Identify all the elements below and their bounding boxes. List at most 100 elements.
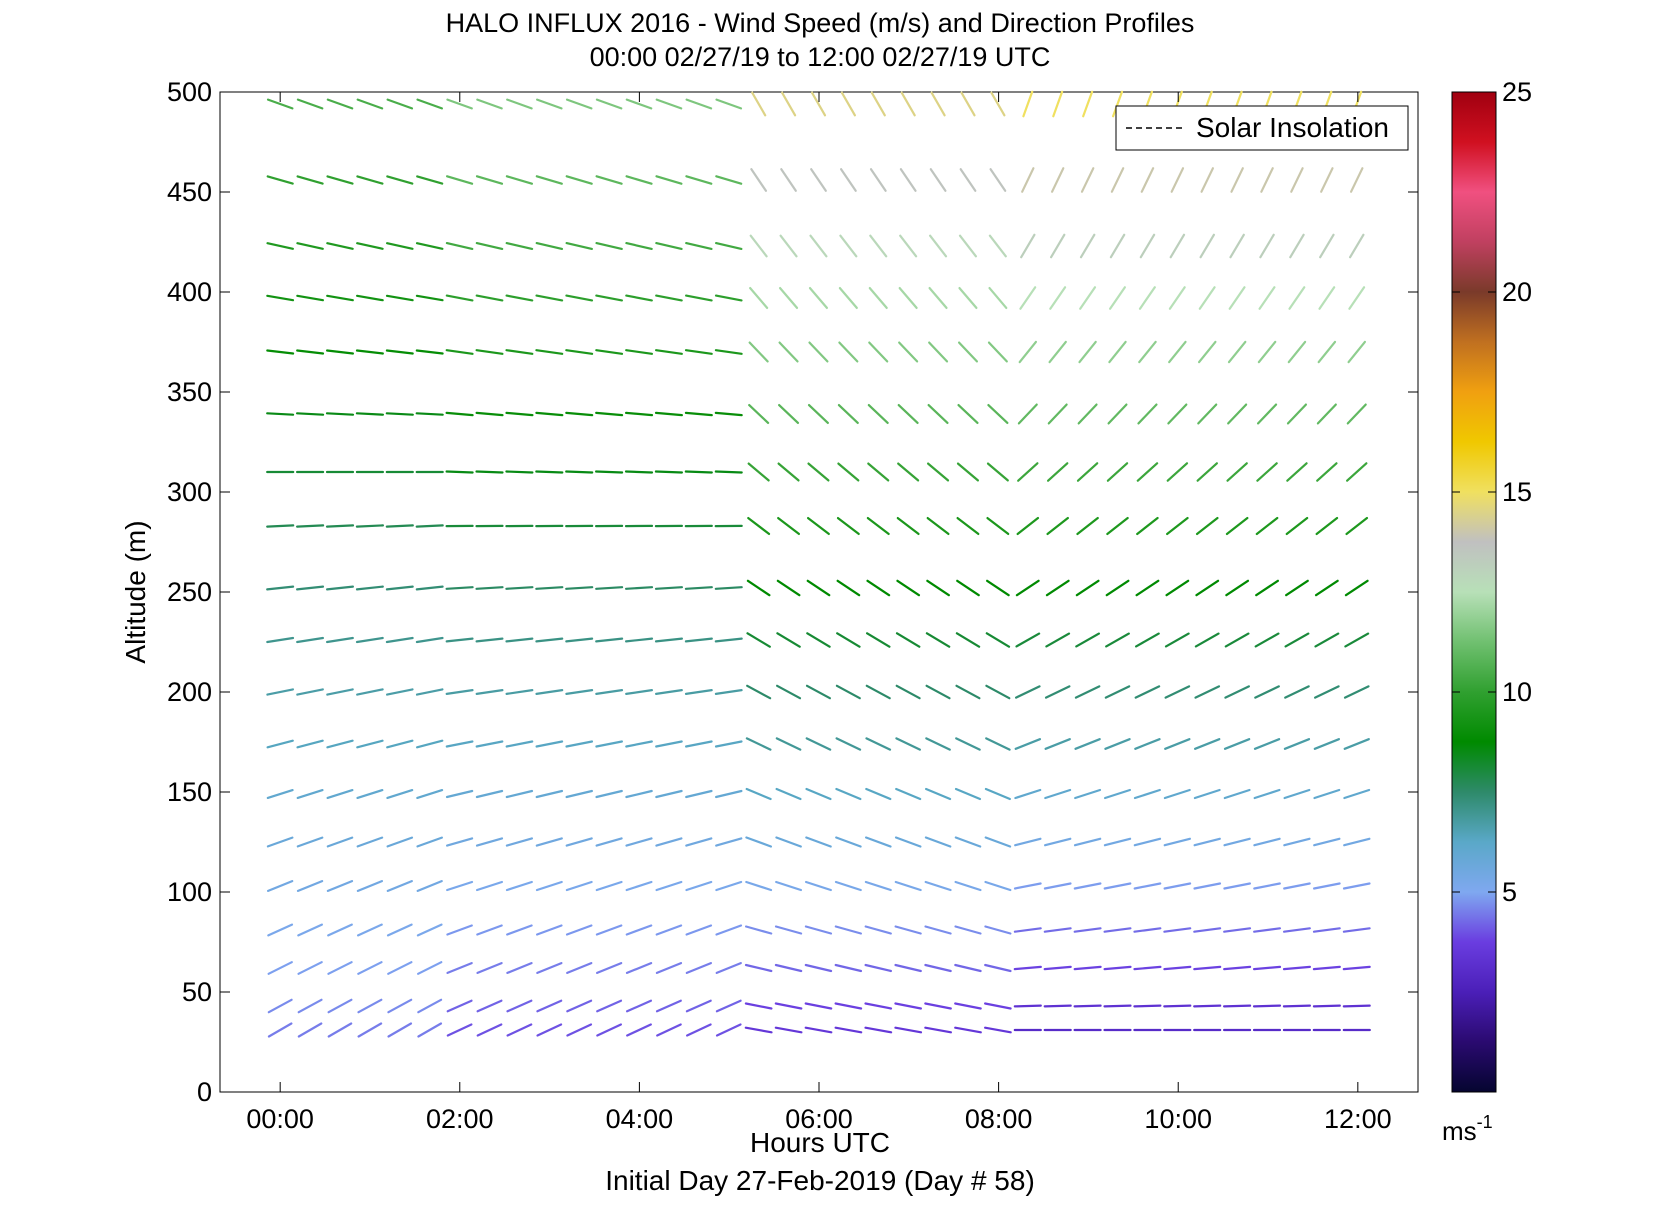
wind-barb: [1166, 462, 1189, 482]
wind-barb: [655, 789, 683, 799]
wind-barb: [387, 961, 413, 975]
wind-barb: [1078, 340, 1097, 364]
wind-barb: [1224, 632, 1250, 648]
wind-barb: [1103, 788, 1132, 800]
wind-barb: [506, 98, 533, 110]
wind-barb: [1169, 233, 1186, 259]
wind-barb: [777, 516, 801, 536]
wind-barb: [1256, 403, 1278, 425]
wind-barb: [1258, 286, 1276, 310]
wind-barb: [1013, 882, 1042, 890]
wind-barb: [505, 242, 534, 250]
x-axis-sublabel: Initial Day 27-Feb-2019 (Day # 58): [605, 1165, 1035, 1196]
wind-barb: [894, 836, 922, 848]
wind-barbs: [266, 90, 1371, 1038]
chart-subtitle: 00:00 02/27/19 to 12:00 02/27/19 UTC: [590, 42, 1051, 72]
wind-barb: [655, 999, 682, 1013]
wind-barb: [714, 349, 743, 355]
wind-barb: [506, 961, 533, 975]
wind-barb: [834, 925, 863, 935]
wind-barb: [505, 688, 534, 696]
wind-barb: [745, 737, 772, 751]
wind-barb: [1254, 632, 1280, 648]
wind-barb: [1104, 685, 1131, 699]
wind-barb: [536, 1023, 563, 1037]
wind-barb: [386, 739, 414, 749]
wind-barb: [1343, 738, 1370, 750]
wind-barb: [866, 516, 890, 536]
wind-barb: [1312, 965, 1341, 971]
wind-barb: [1045, 632, 1071, 648]
wind-barb: [1043, 927, 1072, 933]
wind-barb: [865, 737, 892, 751]
wind-barb: [446, 961, 473, 975]
wind-barb: [267, 1022, 293, 1038]
wind-barb: [595, 637, 624, 643]
wind-barb: [1103, 882, 1132, 890]
wind-barb: [327, 961, 353, 975]
wind-barb: [685, 789, 713, 799]
wind-barb: [685, 175, 713, 185]
wind-barb: [535, 175, 563, 185]
wind-barb: [899, 168, 917, 192]
wind-barb: [565, 837, 593, 847]
wind-barb: [1050, 167, 1065, 193]
wind-barb: [1290, 167, 1304, 193]
wind-barb: [1133, 882, 1162, 890]
wind-barb: [780, 168, 797, 192]
colorbar-tick-label: 15: [1502, 477, 1532, 507]
wind-barb: [625, 837, 653, 847]
wind-barb: [775, 737, 802, 751]
wind-barb: [1313, 837, 1341, 847]
wind-barb: [595, 688, 624, 696]
wind-barb: [596, 1023, 623, 1037]
wind-barb: [896, 579, 921, 597]
wind-barb: [1193, 965, 1222, 971]
wind-barb: [924, 880, 952, 892]
wind-barb: [595, 294, 624, 302]
wind-barb: [1199, 233, 1216, 259]
wind-barb: [954, 1002, 982, 1010]
wind-barb: [1283, 837, 1311, 847]
wind-barb: [475, 586, 504, 590]
wind-barb: [684, 349, 713, 355]
wind-barb: [714, 411, 743, 417]
wind-barb: [266, 175, 294, 185]
wind-barb: [954, 836, 982, 848]
wind-barb: [1134, 685, 1161, 699]
wind-barb: [984, 787, 1012, 801]
wind-barb: [654, 688, 683, 696]
wind-barb: [929, 168, 947, 192]
wind-barb: [924, 836, 952, 848]
wind-barb: [1016, 516, 1040, 536]
wind-barb: [1103, 965, 1132, 971]
wind-barb: [1319, 233, 1335, 259]
wind-barb: [1252, 965, 1282, 971]
wind-barb: [956, 516, 980, 536]
wind-barb: [1139, 233, 1156, 259]
wind-barb: [1349, 167, 1364, 193]
wind-barb: [714, 740, 743, 748]
wind-barb: [1103, 927, 1132, 933]
wind-barb: [1284, 579, 1309, 597]
x-axis-ticks: 00:00 02:00 04:00 06:00 08:00 10:00 12:00: [246, 92, 1392, 1134]
wind-barb: [1344, 579, 1369, 597]
y-tick-label: 400: [167, 277, 212, 307]
wind-barb: [1105, 579, 1130, 597]
wind-barb: [565, 789, 594, 799]
wind-barb: [266, 636, 295, 644]
wind-barb: [840, 91, 857, 117]
wind-barb: [595, 586, 624, 590]
x-tick-label: 10:00: [1144, 1104, 1212, 1134]
wind-barb: [566, 999, 593, 1013]
wind-barb: [777, 462, 800, 482]
wind-barb: [1164, 738, 1191, 750]
wind-barb: [1254, 685, 1280, 699]
wind-barb: [836, 516, 860, 536]
wind-barb: [1140, 167, 1155, 193]
wind-barb: [779, 234, 798, 258]
wind-barb: [625, 294, 653, 302]
wind-barb: [475, 837, 504, 847]
wind-barb: [986, 462, 1009, 482]
wind-barb: [805, 787, 832, 801]
